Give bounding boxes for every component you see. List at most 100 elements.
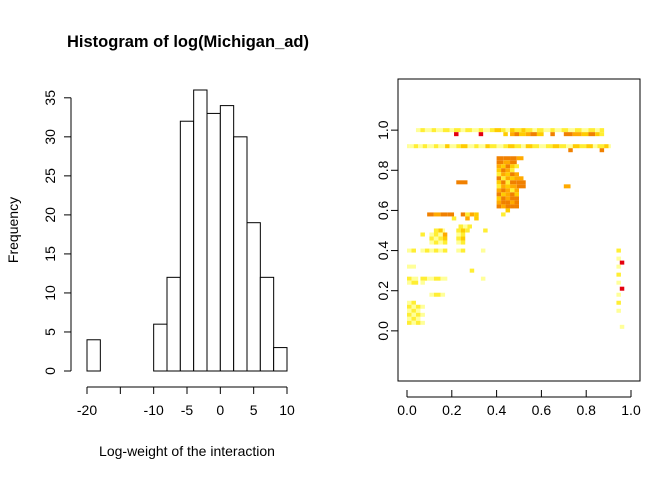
heatmap-cell <box>616 264 621 269</box>
heatmap-cell <box>411 316 416 321</box>
heatmap-cell <box>427 144 434 149</box>
heatmap-cell <box>568 148 573 153</box>
heatmap-cell <box>483 128 490 133</box>
heatmap-cell <box>514 128 522 133</box>
heatmap-cell <box>619 286 625 291</box>
histogram-y-axis-label: Frequency <box>5 197 21 263</box>
heatmap-cell <box>460 248 466 253</box>
heatmap-cell <box>456 240 461 245</box>
heatmap-cell <box>510 188 515 193</box>
histogram-y-tick-label: 5 <box>42 328 58 336</box>
heatmap-cell <box>433 232 439 237</box>
heatmap-cell <box>467 224 472 229</box>
heatmap-cell <box>503 156 511 161</box>
heatmap-cell <box>588 132 596 137</box>
heatmap-cell <box>510 128 515 133</box>
heatmap-cell <box>563 184 571 189</box>
heatmap-cell <box>418 144 423 149</box>
heatmap-cell <box>514 188 519 193</box>
heatmap-cell <box>599 132 605 137</box>
heatmap-cell <box>604 144 609 149</box>
heatmap-cell <box>407 312 412 317</box>
heatmap-cell <box>496 176 502 181</box>
heatmap-x-tick-label: 0.2 <box>442 402 462 418</box>
heatmap-cell <box>415 316 421 321</box>
heatmap-cell <box>619 260 625 265</box>
heatmap-cell <box>616 272 621 277</box>
heatmap-cell <box>619 324 625 329</box>
histogram-bar <box>86 339 101 372</box>
heatmap-cell <box>433 212 441 217</box>
histogram-bar <box>273 347 288 372</box>
histogram-x-axis: -20 -10 -5 0 5 10 <box>77 386 295 418</box>
heatmap-cell <box>501 172 506 177</box>
heatmap-cell <box>516 156 524 161</box>
heatmap-cell <box>510 132 515 137</box>
heatmap-cell <box>543 128 551 133</box>
heatmap-cell <box>505 184 511 189</box>
heatmap-cell <box>550 132 555 137</box>
heatmap-cell <box>411 248 416 253</box>
heatmap-cell <box>510 172 515 177</box>
histogram-y-tick-label: 25 <box>42 168 58 184</box>
heatmap-cell <box>559 144 567 149</box>
heatmap-cell <box>411 264 416 269</box>
heatmap-cell <box>599 128 605 133</box>
heatmap-cell <box>516 180 526 185</box>
histogram-y-tick-label: 15 <box>42 246 58 262</box>
heatmap-cell <box>465 228 470 233</box>
heatmap-cell <box>530 132 537 137</box>
heatmap-cell <box>420 128 425 133</box>
heatmap-cell <box>420 248 425 253</box>
heatmap-cell <box>568 128 575 133</box>
histogram-bar <box>233 136 248 372</box>
heatmap-cell <box>592 144 598 149</box>
histogram-bar <box>259 276 275 372</box>
heatmap-cell <box>438 236 443 241</box>
heatmap-cell <box>407 280 412 285</box>
heatmap-cell <box>480 248 486 253</box>
heatmap-cell <box>420 280 425 285</box>
heatmap-cell <box>429 248 434 253</box>
heatmap-cell <box>501 176 506 181</box>
heatmap-cell <box>494 128 502 133</box>
heatmap-cell <box>588 128 596 133</box>
heatmap-cell <box>536 128 544 133</box>
heatmap-y-tick-label: 0.2 <box>375 281 391 301</box>
heatmap-cell <box>572 132 582 137</box>
heatmap-cell <box>516 184 526 189</box>
heatmap-cell <box>463 224 468 229</box>
heatmap-cell <box>501 184 506 189</box>
heatmap-cell <box>424 248 430 253</box>
heatmap-cell <box>442 248 448 253</box>
heatmap-cell <box>503 132 508 137</box>
heatmap-cell <box>407 300 412 305</box>
heatmap-cell <box>566 144 573 149</box>
heatmap-cell <box>496 196 502 201</box>
heatmap-cell <box>503 160 511 165</box>
heatmap-cell <box>496 164 502 169</box>
heatmap-cell <box>415 308 421 313</box>
heatmap-cell <box>514 132 519 137</box>
heatmap-cell <box>407 304 412 309</box>
heatmap-cell <box>501 128 506 133</box>
heatmap-cell <box>561 128 569 133</box>
heatmap-cell <box>514 200 519 205</box>
heatmap-cell <box>433 240 439 245</box>
heatmap-cell <box>456 236 461 241</box>
heatmap-cell <box>501 164 506 169</box>
histogram-x-tick-label: 10 <box>279 402 295 418</box>
heatmap-cell <box>505 168 511 173</box>
heatmap-cell <box>460 128 466 133</box>
histogram-x-tick-label: -10 <box>144 402 164 418</box>
heatmap-y-tick-label: 1.0 <box>375 120 391 140</box>
heatmap-cell <box>407 316 412 321</box>
heatmap-x-tick-label: 0.4 <box>487 402 507 418</box>
heatmap-cell <box>433 144 439 149</box>
heatmap-cell <box>449 128 455 133</box>
heatmap-cell <box>501 188 506 193</box>
heatmap-cell <box>456 232 461 237</box>
heatmap-cell <box>501 192 506 197</box>
histogram-y-tick-label: 30 <box>42 129 58 145</box>
heatmap-cell <box>480 276 486 281</box>
